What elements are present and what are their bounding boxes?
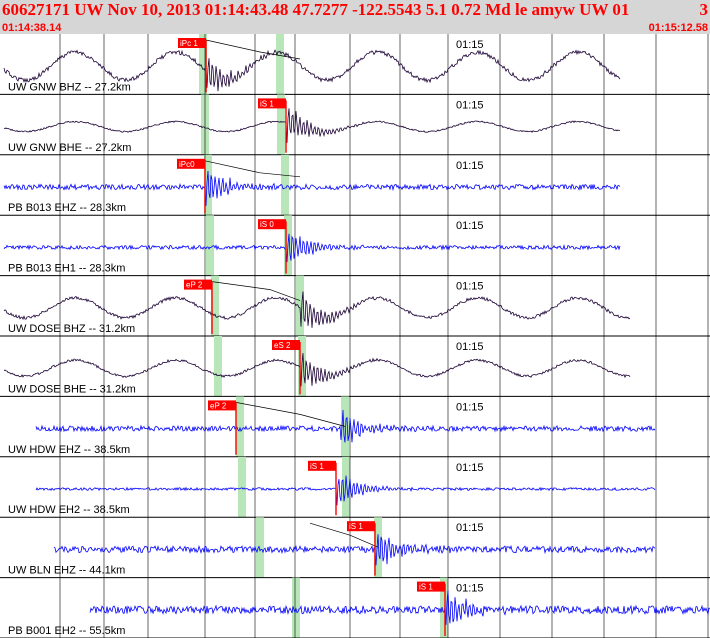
time-marker-label: 01:15: [456, 583, 484, 595]
travel-time-window: [238, 456, 246, 518]
travel-time-window: [211, 275, 219, 336]
travel-time-window: [341, 396, 349, 457]
phase-pick-label: iS 0: [260, 220, 274, 229]
waveform-trace[interactable]: [3, 233, 621, 263]
time-marker-label: 01:15: [456, 281, 484, 293]
phase-pick-tag[interactable]: [308, 460, 336, 471]
station-label: UW DOSE BHZ -- 31.2km: [8, 323, 135, 335]
phase-pick-tag[interactable]: [272, 340, 300, 350]
phase-pick-tag[interactable]: [178, 38, 206, 48]
time-marker-label: 01:15: [456, 220, 484, 232]
event-count: 3: [699, 0, 709, 19]
phase-pick-tag[interactable]: [258, 219, 286, 230]
travel-time-window: [440, 577, 448, 638]
phase-pick-tag[interactable]: [177, 158, 205, 169]
travel-time-window: [204, 154, 212, 216]
arrival-curve: [211, 281, 301, 301]
arrival-curve: [235, 402, 346, 427]
travel-time-window: [277, 94, 285, 155]
station-label: UW BLN EHZ -- 44.1km: [8, 565, 125, 577]
travel-time-window: [206, 215, 214, 276]
phase-pick-tag[interactable]: [417, 581, 445, 592]
waveform-trace[interactable]: [53, 534, 656, 566]
trace-panel[interactable]: iS 1 01:15 UW GNW BHE -- 27.2km: [0, 94, 710, 156]
waveform-trace[interactable]: [89, 590, 710, 625]
phase-pick-label: eS 2: [274, 341, 291, 350]
trace-panel[interactable]: eS 2 01:15 UW DOSE BHE -- 31.2km: [0, 336, 710, 397]
trace-panel[interactable]: eP 2 01:15 UW HDW EHZ -- 38.5km: [0, 396, 710, 458]
phase-pick-tag[interactable]: [184, 279, 212, 290]
time-marker-label: 01:15: [456, 99, 484, 111]
event-header: 60627171 UW Nov 10, 2013 01:14:43.48 47.…: [0, 0, 710, 34]
trace-panel[interactable]: iPc 1 01:15 UW GNW BHZ -- 27.2km: [0, 34, 710, 95]
event-title: 60627171 UW Nov 10, 2013 01:14:43.48 47.…: [2, 0, 630, 19]
phase-pick-label: iPc0: [179, 160, 195, 169]
travel-time-window: [276, 34, 284, 95]
waveform-trace[interactable]: [3, 108, 620, 143]
phase-pick-label: iS 1: [310, 462, 324, 471]
phase-pick-label: iS 1: [419, 583, 433, 592]
waveform-trace[interactable]: [35, 475, 656, 506]
station-label: PB B013 EH1 -- 28.3km: [8, 263, 125, 275]
waveform-trace[interactable]: [3, 291, 631, 328]
station-label: UW GNW BHE -- 27.2km: [8, 142, 131, 154]
trace-panel[interactable]: iS 1 01:15 UW BLN EHZ -- 44.1km: [0, 517, 710, 579]
time-marker-label: 01:15: [456, 160, 484, 172]
phase-pick-label: iS 1: [260, 99, 274, 108]
arrival-curve: [309, 522, 379, 548]
trace-panel[interactable]: iS 1 01:15 PB B001 EH2 -- 55.5km: [0, 577, 710, 638]
waveform-trace[interactable]: [3, 170, 621, 206]
time-marker-label: 01:15: [456, 522, 484, 534]
phase-pick-label: iPc 1: [180, 39, 198, 48]
phase-pick-label: eP 2: [210, 401, 227, 410]
arrival-curve: [204, 160, 301, 178]
station-label: PB B001 EH2 -- 55.5km: [8, 625, 125, 637]
station-label: UW HDW EHZ -- 38.5km: [8, 444, 130, 456]
station-label: PB B013 EHZ -- 28.3km: [8, 202, 126, 214]
trace-panel[interactable]: iS 1 01:15 UW HDW EH2 -- 38.5km: [0, 456, 710, 518]
travel-time-window: [281, 154, 289, 216]
phase-pick-label: iS 1: [349, 522, 363, 531]
travel-time-window: [342, 456, 350, 518]
travel-time-window: [256, 517, 264, 578]
travel-time-window: [199, 34, 207, 95]
waveform-trace[interactable]: [3, 49, 621, 92]
phase-pick-label: eP 2: [186, 281, 203, 290]
waveform-trace[interactable]: [3, 353, 631, 387]
trace-plot-area[interactable]: iPc 1 01:15 UW GNW BHZ -- 27.2km iS 1 01:15 U…: [0, 34, 710, 638]
time-marker-label: 01:15: [456, 39, 484, 51]
phase-pick-tag[interactable]: [258, 98, 286, 109]
window-start-time: 01:14:38.14: [2, 22, 62, 34]
window-end-time: 01:15:12.58: [648, 22, 708, 34]
station-label: UW GNW BHZ -- 27.2km: [8, 81, 131, 93]
travel-time-window: [374, 517, 382, 578]
waveform-trace[interactable]: [35, 409, 656, 443]
trace-panel[interactable]: iPc0 01:15 PB B013 EHZ -- 28.3km: [0, 154, 710, 216]
travel-time-window: [296, 275, 304, 336]
time-marker-label: 01:15: [456, 401, 484, 413]
travel-time-window: [214, 336, 222, 397]
station-label: UW DOSE BHE -- 31.2km: [8, 383, 136, 395]
time-marker-label: 01:15: [456, 341, 484, 353]
station-label: UW HDW EH2 -- 38.5km: [8, 504, 130, 516]
trace-panel[interactable]: eP 2 01:15 UW DOSE BHZ -- 31.2km: [0, 275, 710, 337]
phase-pick-tag[interactable]: [208, 400, 236, 411]
time-marker-label: 01:15: [456, 462, 484, 474]
trace-panel[interactable]: iS 0 01:15 PB B013 EH1 -- 28.3km: [0, 215, 710, 277]
phase-pick-tag[interactable]: [347, 521, 375, 532]
arrival-curve: [205, 39, 301, 60]
